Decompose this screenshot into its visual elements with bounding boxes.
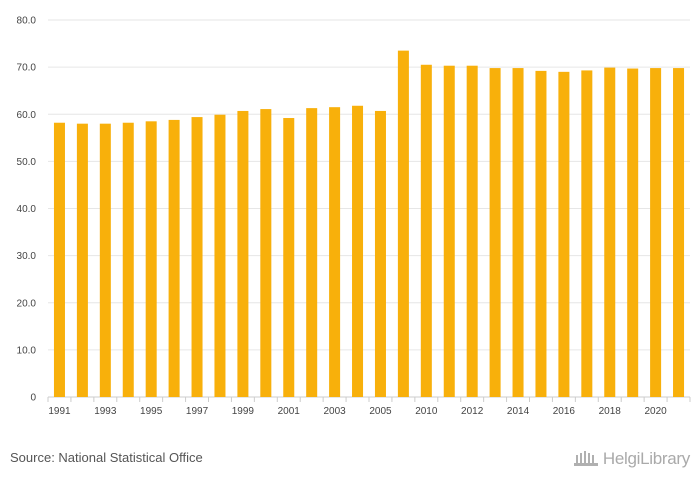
y-tick-label: 80.0 bbox=[17, 16, 37, 27]
x-tick-label: 2020 bbox=[644, 406, 667, 417]
x-tick-label: 2001 bbox=[278, 406, 301, 417]
logo-text: HelgiLibrary bbox=[602, 449, 690, 468]
bar-2018[interactable] bbox=[604, 67, 616, 397]
bar-1992[interactable] bbox=[76, 123, 88, 398]
x-tick-label: 2018 bbox=[599, 406, 622, 417]
y-axis-ticks: 0 10.0 20.0 30.0 40.0 50.0 60.0 70.0 80.0 bbox=[17, 16, 37, 404]
bar-1999[interactable] bbox=[237, 110, 249, 397]
bar-2006[interactable] bbox=[397, 50, 409, 397]
y-tick-label: 60.0 bbox=[17, 110, 37, 121]
y-tick-label: 0 bbox=[30, 393, 36, 404]
y-tick-label: 20.0 bbox=[17, 298, 37, 309]
x-tick-label: 2010 bbox=[415, 406, 438, 417]
bar-2019[interactable] bbox=[627, 68, 639, 397]
bar-2001[interactable] bbox=[283, 118, 295, 398]
bar-1997[interactable] bbox=[191, 117, 203, 397]
x-tick-label: 2014 bbox=[507, 406, 530, 417]
helgi-library-logo[interactable]: HelgiLibrary bbox=[573, 447, 690, 471]
bar-1991[interactable] bbox=[53, 122, 65, 397]
bar-1995[interactable] bbox=[145, 121, 157, 397]
x-tick-label: 1993 bbox=[94, 406, 117, 417]
bar-2021[interactable] bbox=[673, 68, 685, 397]
y-tick-label: 40.0 bbox=[17, 204, 37, 215]
bar-2013[interactable] bbox=[489, 68, 501, 397]
gridlines bbox=[48, 19, 690, 398]
x-tick-label: 2016 bbox=[553, 406, 576, 417]
bar-2004[interactable] bbox=[352, 105, 364, 398]
bar-2014[interactable] bbox=[512, 68, 524, 397]
bar-2011[interactable] bbox=[443, 65, 455, 398]
bar-1993[interactable] bbox=[99, 123, 111, 398]
x-tick-label: 2005 bbox=[369, 406, 392, 417]
x-tick-label: 1997 bbox=[186, 406, 209, 417]
x-tick-label: 1991 bbox=[48, 406, 71, 417]
bar-2020[interactable] bbox=[650, 68, 662, 397]
source-note: Source: National Statistical Office bbox=[10, 450, 203, 465]
bar-2002[interactable] bbox=[306, 108, 318, 398]
bar-1996[interactable] bbox=[168, 119, 180, 397]
library-logo-icon bbox=[573, 451, 598, 466]
bar-2005[interactable] bbox=[374, 110, 386, 397]
x-axis-ticks: 1991 1993 1995 1997 1999 2001 2003 2005 2010 2012… bbox=[47, 397, 691, 417]
bar-1998[interactable] bbox=[214, 114, 226, 397]
x-tick-label: 2012 bbox=[461, 406, 484, 417]
bar-2010[interactable] bbox=[420, 64, 432, 398]
y-tick-label: 70.0 bbox=[17, 63, 37, 74]
bar-2017[interactable] bbox=[581, 70, 593, 398]
y-tick-label: 10.0 bbox=[17, 345, 37, 356]
bar-2016[interactable] bbox=[558, 71, 570, 397]
bars bbox=[53, 50, 685, 398]
bar-2015[interactable] bbox=[535, 70, 547, 397]
y-tick-label: 30.0 bbox=[17, 251, 37, 262]
x-tick-label: 2003 bbox=[323, 406, 346, 417]
bar-2012[interactable] bbox=[466, 65, 478, 398]
x-tick-label: 1999 bbox=[232, 406, 255, 417]
x-tick-label: 1995 bbox=[140, 406, 163, 417]
bar-1994[interactable] bbox=[122, 122, 134, 397]
y-tick-label: 50.0 bbox=[17, 157, 37, 168]
bar-2000[interactable] bbox=[260, 109, 272, 397]
bar-2003[interactable] bbox=[329, 107, 341, 398]
